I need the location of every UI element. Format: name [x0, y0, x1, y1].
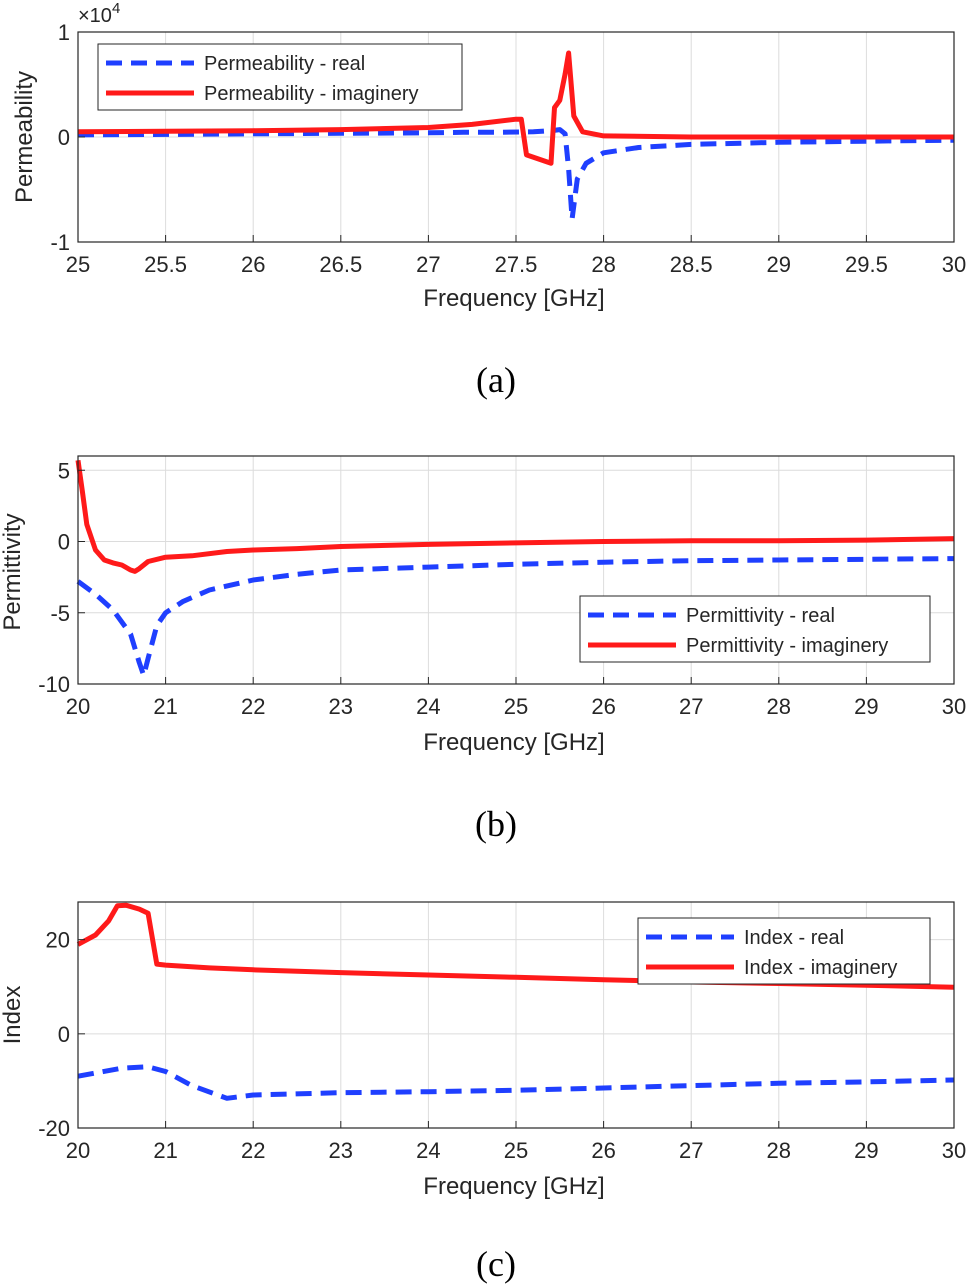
panel-b-x-tick-label: 25 [504, 694, 528, 719]
panel-c-x-tick-label: 25 [504, 1138, 528, 1163]
panel-a-x-tick-label: 28 [591, 252, 615, 277]
panel-a-legend: Permeability - real Permeability - imagi… [97, 43, 463, 111]
panel-c-x-tick-label: 29 [854, 1138, 878, 1163]
panel-a-x-axis-label: Frequency [GHz] [423, 285, 604, 312]
panel-c-x-axis-label: Frequency [GHz] [423, 1173, 604, 1200]
panel-a-x-tick-label: 26.5 [319, 252, 362, 277]
panel-b-x-ticks: 20 21 22 23 24 25 26 27 28 29 30 [66, 677, 966, 719]
panel-b-series-imaginery-line [75, 459, 955, 574]
panel-a-y-tick-label: 0 [58, 125, 70, 150]
panel-c-caption: (c) [476, 1244, 516, 1284]
panel-c-x-tick-label: 23 [329, 1138, 353, 1163]
panel-a-y-multiplier: ×104 [78, 0, 120, 27]
panel-c-y-tick-label: 20 [46, 928, 70, 953]
panel-a-x-tick-label: 30 [942, 252, 966, 277]
panel-a-y-axis-label: Permeability [11, 71, 38, 203]
panel-a-x-tick-label: 25 [66, 252, 90, 277]
panel-a-series [77, 50, 955, 222]
panel-b-legend: Permittivity - real Permittivity - imagi… [579, 595, 931, 663]
panel-a-series-real-line [77, 127, 955, 222]
panel-b-series-real-line [76, 556, 955, 678]
panel-c-x-tick-label: 27 [679, 1138, 703, 1163]
panel-a-x-tick-label: 27.5 [495, 252, 538, 277]
panel-c-y-axis-label: Index [0, 986, 26, 1045]
panel-c-legend: Index - real Index - imaginery [637, 917, 931, 985]
panel-a-y-ticks: -1 0 1 [50, 20, 85, 255]
panel-b-x-tick-label: 27 [679, 694, 703, 719]
panel-c-legend-label-real: Index - real [744, 927, 844, 949]
panel-c: 20 21 22 23 24 25 26 27 28 29 30 -20 0 20 Frequency … [0, 901, 966, 1284]
panel-a-x-tick-label: 27 [416, 252, 440, 277]
panel-a-x-tick-label: 28.5 [670, 252, 713, 277]
panel-a-series-imaginery-line [77, 50, 954, 166]
panel-b-x-tick-label: 29 [854, 694, 878, 719]
panel-c-x-tick-label: 21 [153, 1138, 177, 1163]
panel-b-x-tick-label: 20 [66, 694, 90, 719]
panel-c-y-tick-label: -20 [38, 1116, 70, 1141]
panel-c-legend-box [637, 917, 931, 985]
panel-a-legend-box [97, 43, 463, 111]
panel-b-legend-label-real: Permittivity - real [686, 605, 835, 627]
panel-b-x-tick-label: 30 [942, 694, 966, 719]
panel-a: 25 25.5 26 26.5 27 27.5 28 28.5 29 29.5 30 -1 0 1 ×1… [11, 0, 966, 400]
panel-c-x-tick-label: 26 [591, 1138, 615, 1163]
panel-a-legend-label-real: Permeability - real [204, 53, 365, 75]
panel-b-legend-box [579, 595, 931, 663]
panel-c-x-tick-label: 22 [241, 1138, 265, 1163]
panel-b-y-tick-label: -10 [38, 672, 70, 697]
panel-b-x-tick-label: 22 [241, 694, 265, 719]
panel-b-x-tick-label: 21 [153, 694, 177, 719]
panel-b-legend-label-imag: Permittivity - imaginery [686, 635, 888, 657]
panel-a-x-ticks: 25 25.5 26 26.5 27 27.5 28 28.5 29 29.5 30 [66, 235, 966, 277]
panel-b-x-axis-label: Frequency [GHz] [423, 729, 604, 756]
panel-c-y-ticks: -20 0 20 [38, 928, 85, 1141]
panel-b-x-tick-label: 26 [591, 694, 615, 719]
panel-b-y-ticks: -10 -5 0 5 [38, 458, 85, 697]
panel-a-y-tick-label: -1 [50, 230, 70, 255]
panel-c-x-tick-label: 30 [942, 1138, 966, 1163]
panel-b-x-tick-label: 24 [416, 694, 440, 719]
panel-b: 20 21 22 23 24 25 26 27 28 29 30 -10 -5 0 5 Frequency… [0, 455, 966, 844]
panel-b-x-tick-label: 23 [329, 694, 353, 719]
panel-a-legend-label-imag: Permeability - imaginery [204, 83, 419, 105]
panel-a-x-tick-label: 25.5 [144, 252, 187, 277]
panel-b-y-axis-label: Permittivity [0, 513, 26, 630]
panel-b-y-tick-label: -5 [50, 601, 70, 626]
panel-a-caption: (a) [476, 360, 516, 400]
panel-a-x-tick-label: 29.5 [845, 252, 888, 277]
panel-c-x-tick-label: 24 [416, 1138, 440, 1163]
panel-a-x-tick-label: 29 [767, 252, 791, 277]
panel-c-x-ticks: 20 21 22 23 24 25 26 27 28 29 30 [66, 1121, 966, 1163]
panel-b-y-tick-label: 5 [58, 458, 70, 483]
panel-c-x-tick-label: 28 [767, 1138, 791, 1163]
panel-b-series [75, 459, 955, 678]
panel-c-legend-label-imag: Index - imaginery [744, 957, 897, 979]
panel-c-y-tick-label: 0 [58, 1022, 70, 1047]
panel-b-x-tick-label: 28 [767, 694, 791, 719]
panel-b-caption: (b) [475, 804, 517, 844]
panel-b-y-tick-label: 0 [58, 530, 70, 555]
panel-a-x-tick-label: 26 [241, 252, 265, 277]
panel-c-series-real-line [77, 1064, 955, 1101]
panel-a-y-tick-label: 1 [58, 20, 70, 45]
panel-c-x-tick-label: 20 [66, 1138, 90, 1163]
